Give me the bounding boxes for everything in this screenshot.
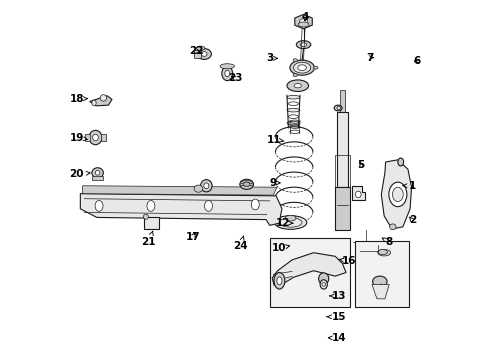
Text: 8: 8 bbox=[382, 237, 392, 247]
Ellipse shape bbox=[203, 183, 208, 189]
Bar bbox=[92, 176, 103, 180]
Ellipse shape bbox=[313, 66, 317, 69]
Ellipse shape bbox=[220, 64, 234, 69]
Ellipse shape bbox=[286, 80, 308, 91]
Ellipse shape bbox=[197, 49, 211, 59]
Ellipse shape bbox=[300, 43, 306, 46]
Ellipse shape bbox=[355, 191, 361, 198]
Ellipse shape bbox=[336, 106, 340, 110]
Ellipse shape bbox=[92, 168, 103, 178]
Ellipse shape bbox=[333, 105, 342, 111]
Text: 6: 6 bbox=[413, 56, 420, 66]
Polygon shape bbox=[82, 186, 276, 195]
Text: 5: 5 bbox=[357, 160, 364, 170]
Bar bbox=[270, 238, 349, 307]
Text: 2: 2 bbox=[408, 215, 415, 225]
Text: 14: 14 bbox=[327, 333, 346, 343]
Ellipse shape bbox=[289, 60, 314, 75]
Ellipse shape bbox=[201, 52, 206, 57]
Text: 19: 19 bbox=[69, 132, 87, 143]
Ellipse shape bbox=[92, 100, 96, 106]
Ellipse shape bbox=[293, 62, 310, 73]
Text: 10: 10 bbox=[271, 243, 289, 253]
Ellipse shape bbox=[377, 249, 390, 256]
Polygon shape bbox=[381, 160, 411, 229]
Ellipse shape bbox=[296, 41, 310, 49]
Ellipse shape bbox=[95, 201, 103, 211]
Ellipse shape bbox=[298, 22, 308, 27]
Text: 12: 12 bbox=[275, 218, 292, 228]
Ellipse shape bbox=[146, 201, 155, 211]
Ellipse shape bbox=[92, 134, 98, 141]
Ellipse shape bbox=[299, 19, 307, 24]
Ellipse shape bbox=[292, 59, 297, 62]
Ellipse shape bbox=[286, 108, 299, 112]
Ellipse shape bbox=[389, 224, 395, 230]
Ellipse shape bbox=[222, 66, 232, 81]
Ellipse shape bbox=[251, 199, 259, 210]
Text: 20: 20 bbox=[69, 169, 90, 179]
Ellipse shape bbox=[200, 180, 212, 192]
Ellipse shape bbox=[285, 215, 295, 221]
Ellipse shape bbox=[276, 277, 282, 285]
Ellipse shape bbox=[320, 280, 326, 289]
Bar bbox=[335, 155, 349, 187]
Ellipse shape bbox=[388, 182, 406, 207]
Bar bbox=[194, 50, 201, 58]
Polygon shape bbox=[371, 284, 388, 299]
Bar bbox=[354, 241, 408, 307]
Ellipse shape bbox=[274, 216, 306, 229]
Ellipse shape bbox=[273, 273, 284, 289]
Text: 21: 21 bbox=[141, 231, 156, 247]
Ellipse shape bbox=[95, 171, 100, 175]
Ellipse shape bbox=[377, 249, 386, 255]
Ellipse shape bbox=[143, 214, 148, 219]
Ellipse shape bbox=[318, 273, 328, 284]
Text: 11: 11 bbox=[266, 135, 284, 145]
Bar bbox=[335, 187, 349, 230]
Ellipse shape bbox=[224, 70, 229, 77]
Polygon shape bbox=[351, 186, 365, 200]
Text: 7: 7 bbox=[366, 53, 373, 63]
Bar bbox=[84, 134, 90, 141]
Ellipse shape bbox=[286, 95, 299, 99]
Text: 16: 16 bbox=[338, 256, 355, 266]
Text: 1: 1 bbox=[402, 181, 415, 191]
Text: 9: 9 bbox=[268, 178, 280, 188]
Ellipse shape bbox=[239, 179, 253, 189]
Polygon shape bbox=[272, 253, 346, 285]
Text: 18: 18 bbox=[69, 94, 87, 104]
Bar bbox=[101, 134, 106, 141]
Ellipse shape bbox=[321, 283, 325, 286]
Ellipse shape bbox=[204, 201, 212, 211]
Ellipse shape bbox=[297, 65, 306, 71]
Ellipse shape bbox=[292, 74, 297, 77]
Ellipse shape bbox=[372, 276, 386, 287]
Ellipse shape bbox=[89, 130, 102, 145]
Ellipse shape bbox=[294, 84, 301, 88]
Bar bbox=[340, 90, 344, 112]
Polygon shape bbox=[294, 14, 312, 29]
Text: 22: 22 bbox=[189, 46, 203, 56]
Text: 15: 15 bbox=[326, 312, 346, 322]
Ellipse shape bbox=[243, 182, 249, 187]
Polygon shape bbox=[80, 194, 282, 225]
Text: 24: 24 bbox=[232, 236, 247, 251]
Ellipse shape bbox=[100, 95, 106, 101]
Text: 4: 4 bbox=[301, 12, 308, 22]
Bar bbox=[336, 112, 347, 187]
Text: 3: 3 bbox=[266, 53, 277, 63]
Bar bbox=[144, 217, 159, 229]
Polygon shape bbox=[89, 96, 112, 106]
Ellipse shape bbox=[397, 158, 403, 166]
Ellipse shape bbox=[378, 284, 384, 294]
Ellipse shape bbox=[194, 185, 203, 192]
Text: 13: 13 bbox=[329, 291, 346, 301]
Text: 23: 23 bbox=[227, 73, 242, 84]
Ellipse shape bbox=[196, 46, 204, 50]
Ellipse shape bbox=[392, 187, 403, 202]
Ellipse shape bbox=[286, 121, 299, 125]
Text: 17: 17 bbox=[185, 232, 200, 242]
